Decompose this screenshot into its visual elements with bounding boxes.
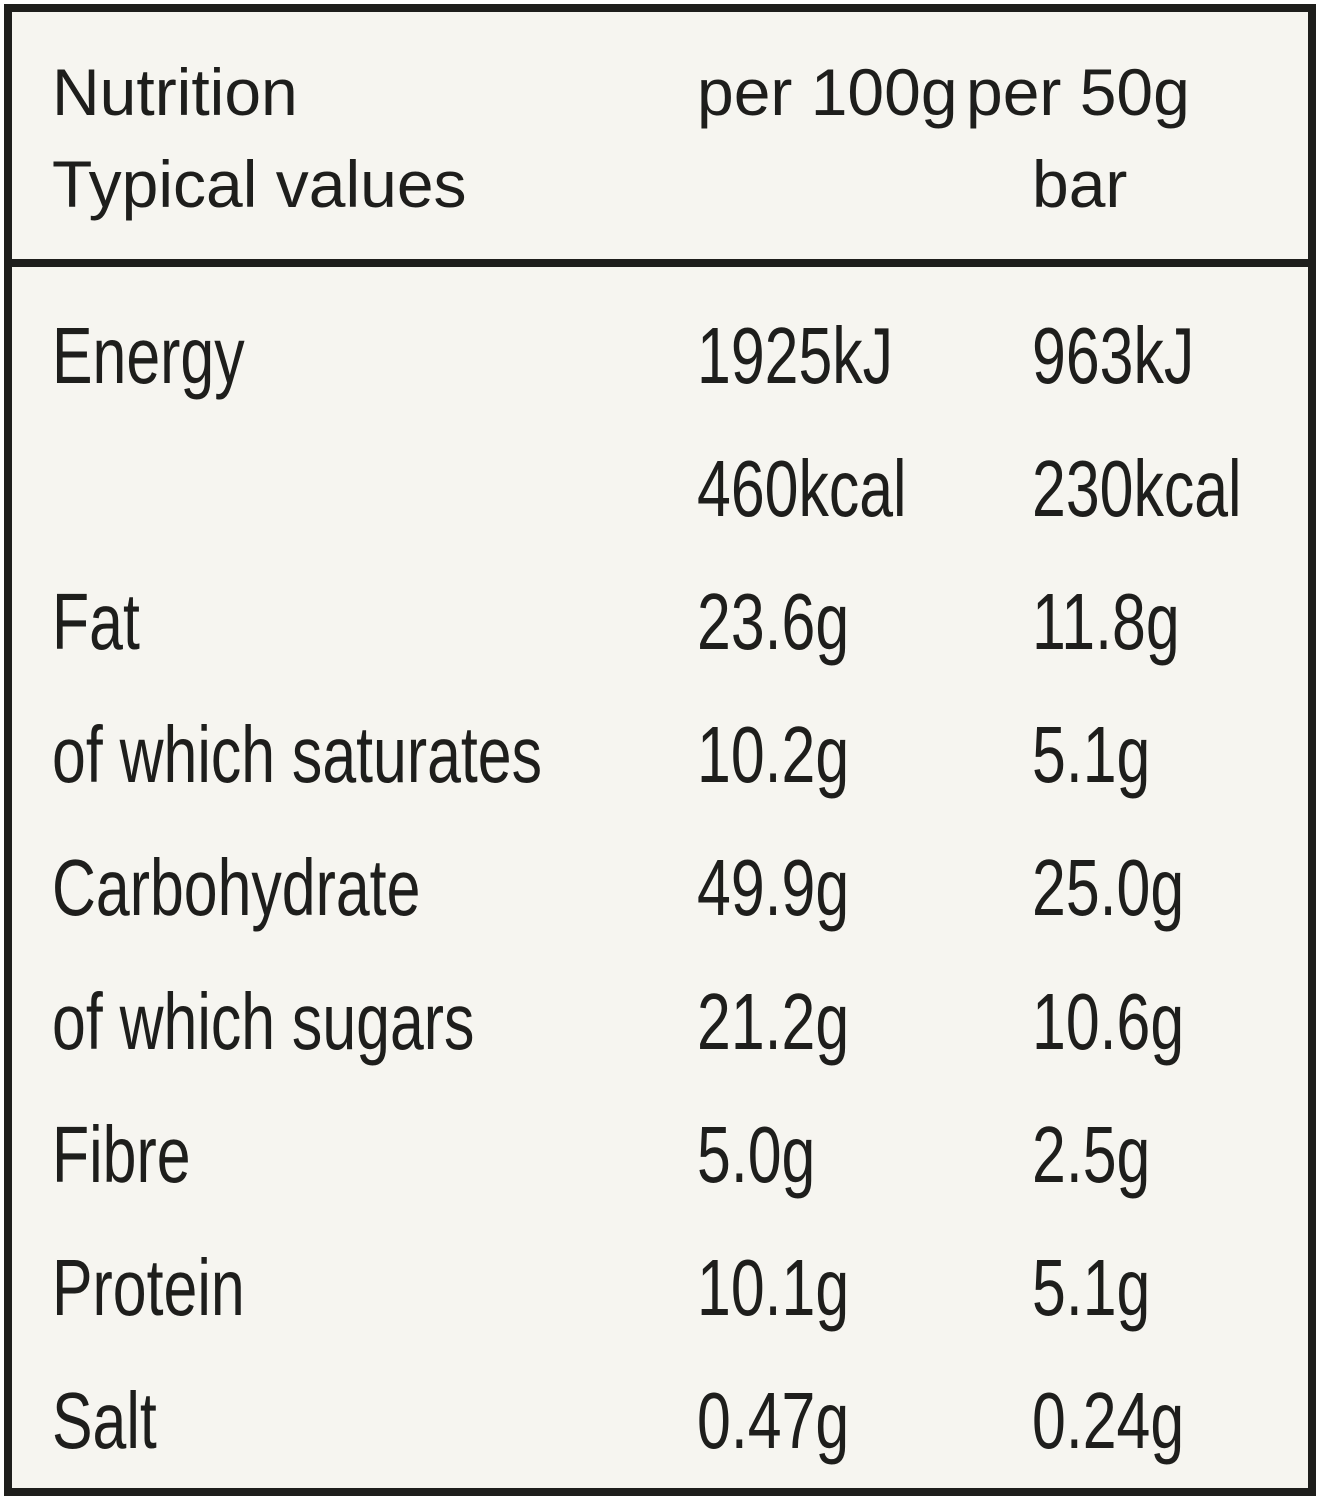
table-row-protein: Protein 10.1g 5.1g	[12, 1222, 1308, 1355]
table-row-fibre: Fibre 5.0g 2.5g	[12, 1088, 1308, 1221]
per100-value-text: 5.0g	[697, 1109, 816, 1199]
per50-value-text: 0.24g	[1032, 1376, 1185, 1466]
row-per50-value: 25.0g	[1032, 842, 1298, 934]
row-per100-value: 21.2g	[697, 976, 1032, 1068]
header-per100-label: per 100g	[697, 55, 958, 129]
row-label-text: Protein	[52, 1243, 245, 1333]
per50-value-text: 230kcal	[1032, 443, 1242, 533]
row-per50-value: 5.1g	[1032, 1242, 1298, 1334]
table-row-carbohydrate: Carbohydrate 49.9g 25.0g	[12, 822, 1308, 955]
per50-value-text: 5.1g	[1032, 710, 1151, 800]
row-label: Protein	[52, 1242, 697, 1334]
per50-value-text: 5.1g	[1032, 1243, 1151, 1333]
header-divider	[12, 259, 1308, 267]
row-per50-value: 2.5g	[1032, 1109, 1298, 1201]
table-row-energy-kcal: 460kcal 230kcal	[12, 422, 1308, 555]
row-per50-value: 5.1g	[1032, 709, 1298, 801]
row-label: Fibre	[52, 1109, 697, 1201]
header-typical-values: Nutrition Typical values	[52, 46, 697, 259]
per100-value-text: 460kcal	[697, 443, 907, 533]
row-label-text: of which saturates	[52, 710, 543, 800]
header-bar-label: bar	[1032, 147, 1128, 221]
row-label: of which saturates	[52, 709, 697, 801]
row-per50-value: 0.24g	[1032, 1375, 1298, 1467]
per100-value-text: 49.9g	[697, 843, 850, 933]
nutrition-label: Nutrition Typical values per 100g per 50…	[4, 4, 1316, 1496]
per50-value-text: 11.8g	[1032, 577, 1180, 667]
row-per100-value: 10.2g	[697, 709, 1032, 801]
row-label-text: Carbohydrate	[52, 843, 421, 933]
row-per100-value: 460kcal	[697, 443, 1032, 535]
per50-value-text: 10.6g	[1032, 976, 1185, 1066]
table-header: Nutrition Typical values per 100g per 50…	[12, 12, 1308, 259]
per100-value-text: 10.2g	[697, 710, 850, 800]
row-label	[52, 443, 697, 535]
table-row-saturates: of which saturates 10.2g 5.1g	[12, 689, 1308, 822]
table-body: Energy 1925kJ 963kJ 460kcal 230kcal Fat …	[12, 267, 1308, 1488]
row-per100-value: 23.6g	[697, 576, 1032, 668]
table-row-sugars: of which sugars 21.2g 10.6g	[12, 955, 1308, 1088]
per50-value-text: 2.5g	[1032, 1109, 1151, 1199]
row-label-text: Fibre	[52, 1109, 191, 1199]
row-label-text: Salt	[52, 1376, 157, 1466]
row-label-text: of which sugars	[52, 976, 475, 1066]
per100-value-text: 23.6g	[697, 577, 850, 667]
row-label-text: Energy	[52, 310, 245, 400]
row-per100-value: 10.1g	[697, 1242, 1032, 1334]
row-label: of which sugars	[52, 976, 697, 1068]
row-label: Fat	[52, 576, 697, 668]
per100-value-text: 10.1g	[697, 1243, 850, 1333]
per100-value-text: 0.47g	[697, 1376, 850, 1466]
row-per50-value: 11.8g	[1032, 576, 1298, 668]
table-row-fat: Fat 23.6g 11.8g	[12, 555, 1308, 688]
header-per-100g: per 100g	[697, 46, 1032, 259]
row-per100-value: 5.0g	[697, 1109, 1032, 1201]
row-per100-value: 0.47g	[697, 1375, 1032, 1467]
row-label: Carbohydrate	[52, 842, 697, 934]
row-per100-value: 49.9g	[697, 842, 1032, 934]
per50-value-text: 963kJ	[1032, 310, 1195, 400]
per100-value-text: 21.2g	[697, 976, 850, 1066]
row-label-text: Fat	[52, 577, 140, 667]
header-title-line2: Typical values	[52, 147, 467, 221]
per100-value-text: 1925kJ	[697, 310, 894, 400]
row-per50-value: 10.6g	[1032, 976, 1298, 1068]
row-per50-value: 963kJ	[1032, 310, 1298, 402]
header-per50-label: per 50g	[966, 55, 1190, 129]
row-label: Energy	[52, 310, 697, 402]
row-per100-value: 1925kJ	[697, 310, 1032, 402]
header-per-50g-bar: per 50g bar	[966, 46, 1282, 259]
table-row-energy: Energy 1925kJ 963kJ	[12, 289, 1308, 422]
row-label: Salt	[52, 1375, 697, 1467]
per50-value-text: 25.0g	[1032, 843, 1185, 933]
table-row-salt: Salt 0.47g 0.24g	[12, 1355, 1308, 1488]
header-title-line1: Nutrition	[52, 55, 298, 129]
row-per50-value: 230kcal	[1032, 443, 1308, 535]
